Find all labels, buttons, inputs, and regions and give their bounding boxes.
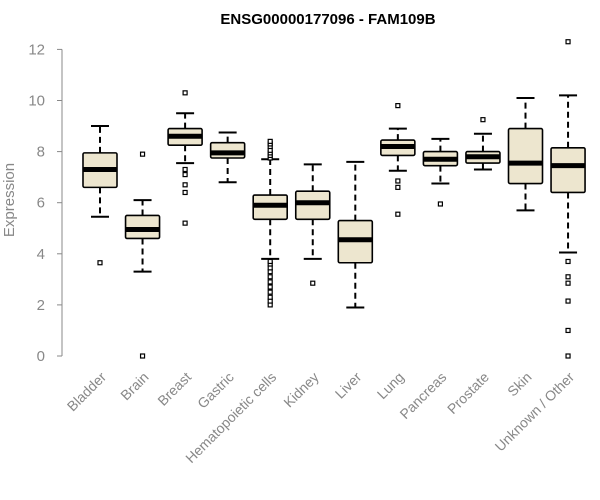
- box-gastric: [209, 131, 246, 184]
- y-tick-label: 12: [28, 41, 45, 58]
- outlier-point: [267, 279, 273, 285]
- outlier-point: [437, 201, 443, 207]
- iqr-box: [550, 146, 586, 194]
- x-tick-label: Liver: [332, 369, 365, 402]
- outlier-point: [267, 258, 273, 265]
- outlier-point: [267, 274, 273, 280]
- outlier-point: [182, 220, 188, 226]
- x-tick-label: Skin: [504, 369, 535, 400]
- outlier-point: [565, 258, 571, 265]
- y-tick-label: 4: [37, 246, 45, 263]
- outlier-point: [565, 39, 571, 45]
- box-brain: [124, 151, 161, 359]
- outlier-point: [182, 171, 188, 178]
- box-pancreas: [422, 137, 459, 207]
- outlier-point: [565, 274, 571, 280]
- x-tick-label: Lung: [374, 369, 407, 402]
- outlier-point: [565, 298, 571, 304]
- iqr-box: [507, 127, 544, 185]
- y-tick-label: 8: [37, 144, 45, 161]
- x-tick-label: Pancreas: [396, 369, 449, 422]
- outlier-point: [395, 178, 401, 184]
- y-axis: 0 2 4 6 8 10 12: [28, 41, 63, 365]
- y-tick-label: 6: [37, 195, 45, 212]
- outlier-point: [565, 280, 571, 286]
- outlier-point: [565, 353, 571, 359]
- box-bladder: [82, 125, 118, 266]
- outlier-point: [139, 353, 146, 359]
- outlier-point: [395, 184, 401, 190]
- y-axis-label: Expression: [1, 163, 18, 237]
- outlier-point: [182, 166, 188, 173]
- outlier-point: [310, 280, 316, 286]
- iqr-box: [294, 190, 331, 221]
- box-kidney: [294, 163, 331, 286]
- outlier-point: [97, 260, 103, 266]
- outlier-point: [182, 90, 188, 96]
- outlier-point: [267, 138, 273, 144]
- outlier-point: [139, 151, 146, 157]
- x-tick-label: Breast: [154, 369, 194, 409]
- box-lung: [380, 103, 416, 217]
- y-tick-label: 0: [37, 348, 45, 365]
- x-tick-label: Unknown / Other: [492, 369, 578, 455]
- outlier-point: [267, 289, 273, 295]
- outlier-point: [267, 294, 273, 300]
- x-tick-label: Prostate: [444, 369, 492, 417]
- box-liver: [337, 160, 374, 309]
- chart-title: ENSG00000177096 - FAM109B: [220, 11, 435, 28]
- box-prostate: [465, 117, 501, 171]
- box-hematopoietic-cells: [252, 138, 288, 308]
- outlier-point: [395, 211, 401, 217]
- box-unknown-other: [550, 39, 586, 359]
- boxes-layer: [82, 39, 586, 359]
- outlier-point: [267, 284, 273, 290]
- x-tick-label: Bladder: [64, 369, 110, 415]
- box-skin: [507, 96, 544, 212]
- iqr-box: [124, 214, 161, 240]
- box-breast: [167, 90, 203, 226]
- x-tick-label: Brain: [117, 369, 151, 403]
- outlier-point: [182, 189, 188, 196]
- x-tick-label: Kidney: [280, 369, 322, 411]
- y-tick-label: 10: [28, 93, 45, 110]
- outlier-point: [565, 327, 571, 334]
- iqr-box: [209, 141, 246, 159]
- outlier-point: [395, 103, 401, 109]
- outlier-point: [182, 182, 188, 188]
- outlier-point: [480, 117, 486, 123]
- y-tick-label: 2: [37, 297, 45, 314]
